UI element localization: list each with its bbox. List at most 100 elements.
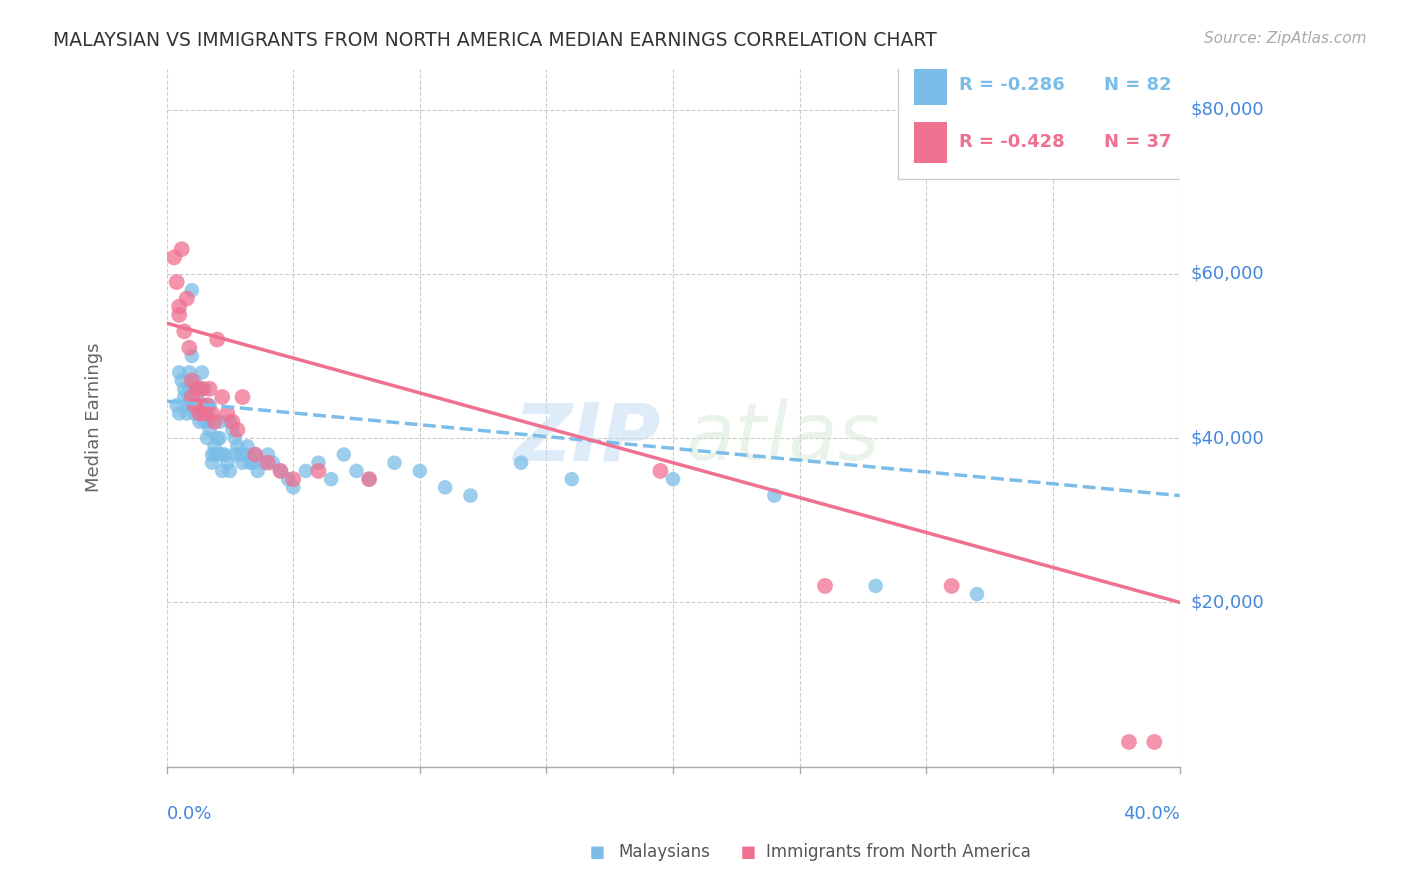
Point <box>166 275 188 289</box>
Text: atlas: atlas <box>686 399 880 477</box>
Point <box>176 407 198 421</box>
Text: $20,000: $20,000 <box>1191 593 1264 611</box>
Point <box>195 431 218 445</box>
Point <box>217 456 239 470</box>
Text: MALAYSIAN VS IMMIGRANTS FROM NORTH AMERICA MEDIAN EARNINGS CORRELATION CHART: MALAYSIAN VS IMMIGRANTS FROM NORTH AMERI… <box>53 31 938 50</box>
Point <box>333 448 356 462</box>
Point <box>188 398 211 412</box>
Point <box>166 398 188 412</box>
Point <box>966 587 988 601</box>
Point <box>193 398 215 412</box>
Point <box>359 472 381 486</box>
Point <box>231 390 253 404</box>
Point <box>191 382 214 396</box>
Point <box>167 308 190 322</box>
Point <box>205 431 228 445</box>
Point <box>183 407 205 421</box>
Point <box>167 407 190 421</box>
Point <box>180 398 202 412</box>
Point <box>179 382 201 396</box>
Point <box>186 398 208 412</box>
Point <box>186 382 208 396</box>
FancyBboxPatch shape <box>914 122 946 163</box>
Point <box>460 489 482 503</box>
Point <box>191 365 214 379</box>
Point <box>173 382 195 396</box>
Point <box>231 456 253 470</box>
Point <box>242 456 264 470</box>
Point <box>188 415 211 429</box>
Point <box>226 439 249 453</box>
Point <box>308 456 330 470</box>
Text: ▪: ▪ <box>740 840 756 863</box>
Point <box>561 472 583 486</box>
Point <box>384 456 406 470</box>
Text: $60,000: $60,000 <box>1191 265 1264 283</box>
Point <box>321 472 343 486</box>
Point <box>180 390 202 404</box>
Point <box>409 464 432 478</box>
Point <box>205 448 228 462</box>
Point <box>193 382 215 396</box>
Point <box>173 390 195 404</box>
Point <box>188 407 211 421</box>
Point <box>183 398 205 412</box>
Point <box>195 398 218 412</box>
Point <box>346 464 368 478</box>
Point <box>163 251 186 265</box>
Point <box>218 464 240 478</box>
Point <box>283 472 305 486</box>
Point <box>211 464 233 478</box>
Point <box>179 341 201 355</box>
Point <box>176 292 198 306</box>
FancyBboxPatch shape <box>914 64 946 105</box>
Text: ZIP: ZIP <box>513 399 661 477</box>
Point <box>208 431 231 445</box>
Point <box>1143 735 1166 749</box>
Point <box>233 448 256 462</box>
Point <box>252 456 274 470</box>
Point <box>173 324 195 338</box>
Point <box>205 333 228 347</box>
Point <box>180 283 202 297</box>
Point <box>295 464 318 478</box>
Point <box>211 390 233 404</box>
Point <box>226 423 249 437</box>
Point <box>865 579 887 593</box>
Text: 0.0%: 0.0% <box>166 805 212 823</box>
Point <box>180 374 202 388</box>
Point <box>188 407 211 421</box>
Point <box>246 464 269 478</box>
Point <box>510 456 533 470</box>
Point <box>224 448 246 462</box>
Text: Immigrants from North America: Immigrants from North America <box>766 843 1031 861</box>
Point <box>167 365 190 379</box>
Point <box>434 480 457 494</box>
Point <box>814 579 837 593</box>
Point <box>170 374 193 388</box>
Point <box>262 456 284 470</box>
Text: Median Earnings: Median Earnings <box>86 343 103 492</box>
Text: R = -0.286: R = -0.286 <box>959 76 1064 94</box>
Point <box>179 365 201 379</box>
Point <box>170 242 193 256</box>
Point <box>256 448 278 462</box>
Point <box>183 374 205 388</box>
Point <box>179 390 201 404</box>
Point <box>180 349 202 363</box>
Point <box>256 456 278 470</box>
Point <box>359 472 381 486</box>
Point <box>186 398 208 412</box>
Point <box>198 398 221 412</box>
Point <box>183 382 205 396</box>
Point <box>193 415 215 429</box>
Point <box>229 448 252 462</box>
Point <box>283 480 305 494</box>
Point <box>308 464 330 478</box>
Point <box>195 415 218 429</box>
Point <box>243 448 266 462</box>
Text: $80,000: $80,000 <box>1191 101 1264 119</box>
Point <box>186 390 208 404</box>
Point <box>211 448 233 462</box>
Point <box>204 415 226 429</box>
